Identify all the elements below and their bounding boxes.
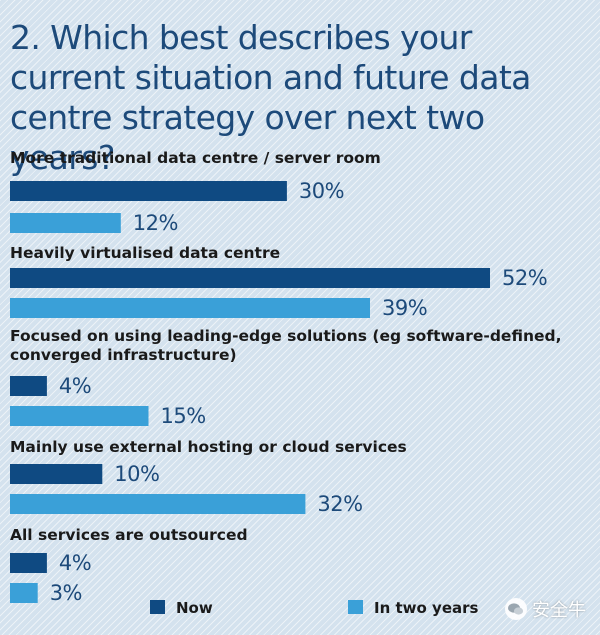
wechat-icon [505,598,527,620]
value-label: 12% [133,211,178,235]
value-label: 30% [299,179,344,203]
value-label: 15% [161,404,206,428]
category-label: converged infrastructure) [10,346,237,364]
bar-now [10,464,103,484]
bar-in-two-years [10,298,370,318]
value-label: 4% [59,374,91,398]
category-label: More traditional data centre / server ro… [10,149,381,167]
watermark: 安全牛 [504,595,586,623]
value-label: 52% [502,266,547,290]
bar-now [10,376,47,396]
bar-now [10,181,287,201]
category-label: All services are outsourced [10,526,248,544]
legend-swatch-in-two-years [348,600,363,614]
chart-title: 2. Which best describes your current sit… [10,18,531,177]
category-label: Focused on using leading-edge solutions … [10,327,561,345]
legend-label-in-two-years: In two years [374,599,479,617]
watermark-text: 安全牛 [532,600,586,620]
legend: Now In two years [150,598,500,620]
value-label: 39% [382,296,427,320]
bar-now [10,268,490,288]
bar-in-two-years [10,213,121,233]
value-label: 32% [317,492,362,516]
legend-label-now: Now [176,599,213,617]
bar-in-two-years [10,406,149,426]
category-label: Mainly use external hosting or cloud ser… [10,438,407,456]
value-label: 10% [114,462,159,486]
bar-in-two-years [10,494,306,514]
bar-now [10,553,47,573]
legend-swatch-now [150,600,165,614]
value-label: 4% [59,551,91,575]
category-label: Heavily virtualised data centre [10,244,280,262]
value-label: 3% [50,581,82,605]
bar-in-two-years [10,583,38,603]
